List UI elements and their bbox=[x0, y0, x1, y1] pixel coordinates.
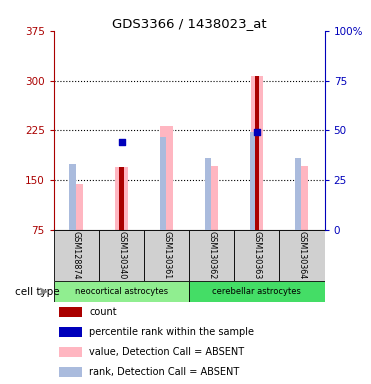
Text: cell type: cell type bbox=[14, 286, 59, 296]
Title: GDS3366 / 1438023_at: GDS3366 / 1438023_at bbox=[112, 17, 266, 30]
Point bbox=[254, 129, 260, 136]
Text: value, Detection Call = ABSENT: value, Detection Call = ABSENT bbox=[89, 347, 244, 357]
Bar bbox=[255, 76, 259, 230]
Text: GSM130363: GSM130363 bbox=[252, 232, 262, 280]
Bar bbox=[279, 230, 325, 281]
Bar bbox=[160, 126, 173, 230]
Text: GSM130364: GSM130364 bbox=[298, 232, 306, 280]
Bar bbox=[99, 230, 144, 281]
Bar bbox=[59, 306, 82, 317]
Bar bbox=[70, 184, 83, 230]
Text: GSM130340: GSM130340 bbox=[117, 232, 126, 280]
Text: neocortical astrocytes: neocortical astrocytes bbox=[75, 287, 168, 296]
Bar bbox=[160, 137, 166, 230]
Bar bbox=[295, 159, 301, 230]
Text: percentile rank within the sample: percentile rank within the sample bbox=[89, 327, 254, 337]
Bar bbox=[205, 159, 211, 230]
Text: rank, Detection Call = ABSENT: rank, Detection Call = ABSENT bbox=[89, 367, 239, 377]
Bar bbox=[250, 132, 256, 230]
Bar bbox=[59, 347, 82, 357]
Bar bbox=[144, 230, 189, 281]
Bar bbox=[59, 327, 82, 337]
Bar bbox=[115, 167, 128, 230]
Text: GSM130362: GSM130362 bbox=[207, 232, 216, 280]
Text: GSM128874: GSM128874 bbox=[72, 231, 81, 280]
Bar bbox=[189, 281, 325, 302]
Text: cerebellar astrocytes: cerebellar astrocytes bbox=[213, 287, 301, 296]
Bar bbox=[54, 230, 99, 281]
Bar bbox=[54, 281, 189, 302]
Bar bbox=[234, 230, 279, 281]
Point bbox=[119, 139, 125, 145]
Bar bbox=[206, 166, 218, 230]
Bar bbox=[59, 367, 82, 377]
Bar bbox=[69, 164, 76, 230]
Text: GSM130361: GSM130361 bbox=[162, 232, 171, 280]
Text: count: count bbox=[89, 307, 116, 317]
Bar bbox=[296, 166, 308, 230]
Bar bbox=[119, 167, 124, 230]
Bar bbox=[189, 230, 234, 281]
Bar bbox=[250, 76, 263, 230]
